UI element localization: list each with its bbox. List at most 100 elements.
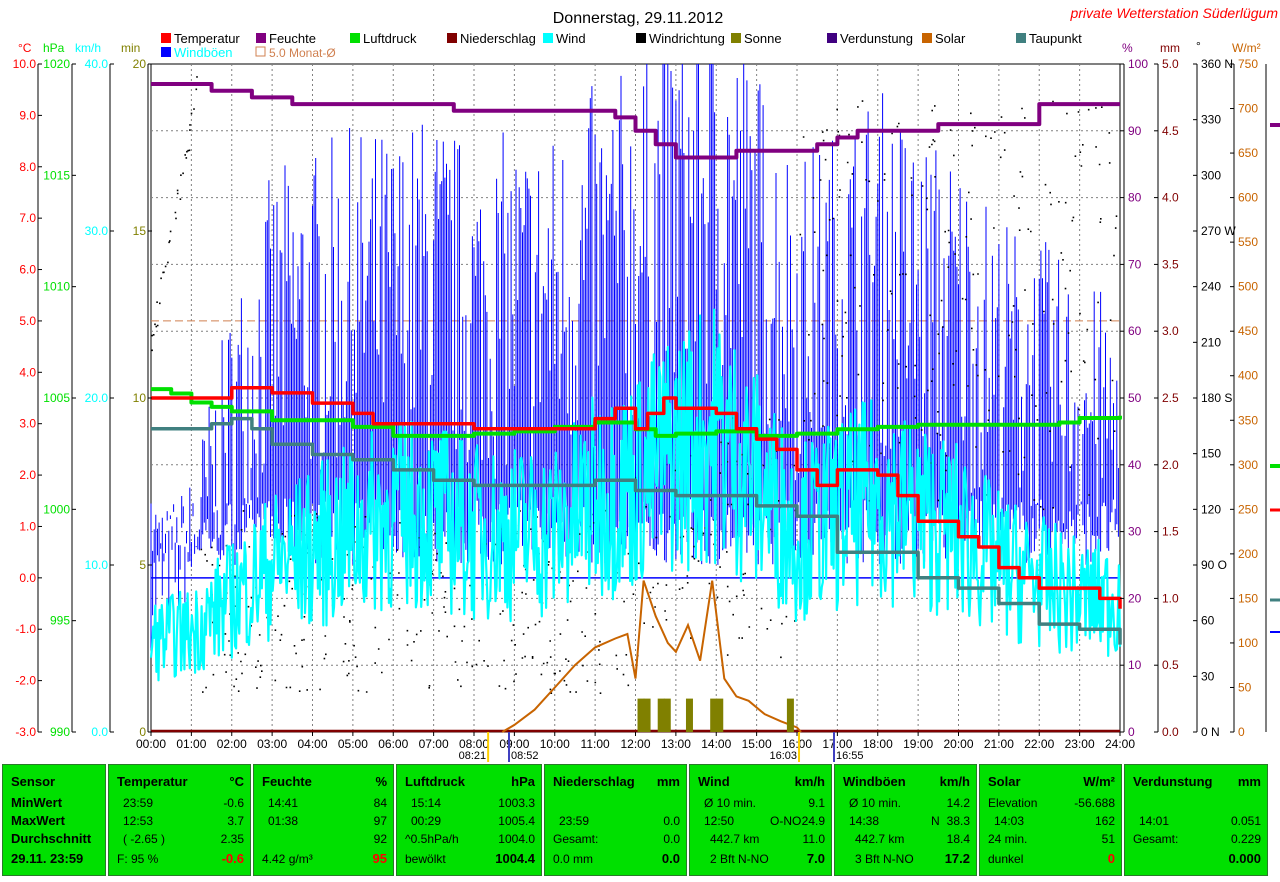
temperature-header: Temperatur (117, 774, 188, 789)
pressure-box: Luftdruck hPa 15:14 1003.3 00:29 1005.4 ^0.… (396, 764, 542, 876)
axis-temp-label-13: -3.0 (15, 725, 36, 739)
x-label-12: 12:00 (620, 737, 650, 751)
summary-panel: Sensor MinWert MaxWert Durchschnitt 29.1… (0, 762, 1280, 882)
precip-unit: mm (656, 774, 680, 789)
temperature-box: Temperatur °C 23:59 -0.6 12:53 3.7 ( -2.65 … (108, 764, 251, 876)
axis-humidity-label-8: 20 (1128, 591, 1142, 605)
axis-humidity-label-6: 40 (1128, 458, 1142, 472)
wind-header: Wind (698, 774, 730, 789)
axis-solar-label-0: 750 (1238, 57, 1258, 71)
x-label-5: 05:00 (338, 737, 368, 751)
hum-max-time: 01:38 (268, 814, 299, 828)
x-label-15: 15:00 (742, 737, 772, 751)
hum-current: 95 (372, 851, 387, 866)
axis-solar-label-3: 600 (1238, 191, 1258, 205)
legend-swatch-6 (731, 33, 741, 43)
sun-bar-2 (657, 698, 665, 732)
evap-max-time: 14:01 (1139, 814, 1170, 828)
unit-dir: ° (1196, 39, 1201, 53)
axis-temp-label-4: 6.0 (19, 263, 36, 277)
wind-avg10-label: Ø 10 min. (704, 796, 757, 810)
legend-label-2: Luftdruck (363, 31, 417, 46)
axis-units: °C hPa km/h min% mm ° W/m² (18, 39, 1261, 55)
unit-precip: mm (1160, 41, 1180, 55)
evaporation-box: Verdunstung mm 14:01 0.051 Gesamt: 0.229 0.… (1124, 764, 1268, 876)
legend-swatch-8 (922, 33, 932, 43)
solar-elevation-value: -56.688 (1074, 796, 1115, 810)
evap-total-value: 0.229 (1230, 832, 1261, 846)
axis-temp-label-3: 7.0 (19, 211, 36, 225)
axis-sun-label-4: 0 (139, 725, 146, 739)
solar-line (501, 580, 802, 733)
legend-swatch-gust (161, 47, 171, 57)
axis-dir-label-6: 180 S (1201, 391, 1232, 405)
gust-bars (150, 64, 1119, 650)
axis-humidity-label-2: 80 (1128, 191, 1142, 205)
axis-temp-label-7: 3.0 (19, 417, 36, 431)
solar-avg-value: 51 (1101, 832, 1115, 846)
axis-wind-label-1: 30.0 (85, 224, 109, 238)
sun-marker-label-3: 16:55 (836, 750, 864, 762)
legend-swatch-3 (447, 33, 457, 43)
legend-swatch-1 (256, 33, 266, 43)
wind-avg10-value: 9.1 (808, 796, 825, 810)
gust-avg-value: 18.4 (946, 832, 970, 846)
x-label-20: 20:00 (943, 737, 973, 751)
axis-dir-label-7: 150 (1201, 447, 1221, 461)
temp-max-time: 12:53 (123, 814, 154, 828)
x-label-23: 23:00 (1065, 737, 1095, 751)
precip-rate: 0.0 mm (553, 852, 594, 866)
row-current: 29.11. 23:59 (11, 851, 84, 866)
press-min-time: 15:14 (411, 796, 442, 810)
humidity-line (151, 82, 1120, 160)
sun-bar-7 (786, 698, 794, 732)
chart-title: Donnerstag, 29.11.2012 (553, 10, 724, 27)
legend-swatch-5 (636, 33, 646, 43)
solar-max-time: 14:03 (994, 814, 1025, 828)
unit-humidity: % (1122, 41, 1133, 55)
axis-humidity-label-5: 50 (1128, 391, 1142, 405)
row-avg: Durchschnitt (11, 831, 92, 846)
sensor-header: Sensor (11, 774, 56, 789)
sun-bar-4 (685, 698, 693, 732)
axis-temp-label-2: 8.0 (19, 160, 36, 174)
solar-box: Solar W/m² Elevation -56.688 14:03 162 24 m… (979, 764, 1122, 876)
precip-header: Niederschlag (553, 774, 635, 789)
wind-avg-value: 11.0 (802, 832, 825, 846)
hum-absolute: 4.42 g/m³ (262, 852, 313, 866)
legend-label-8: Solar (935, 31, 966, 46)
solar-sun-minutes: 24 min. (988, 832, 1028, 846)
axis-pressure-label-2: 1010 (43, 280, 70, 294)
wind-unit: km/h (794, 774, 825, 789)
axis-precip-label-0: 5.0 (1162, 57, 1179, 71)
axis-solar-label-1: 700 (1238, 102, 1258, 116)
right-edge-mini-plot (1265, 64, 1280, 732)
x-label-17: 17:00 (822, 737, 852, 751)
series-lines (149, 82, 1122, 733)
axis-humidity-label-1: 90 (1128, 124, 1142, 138)
axis-dir-label-4: 240 (1201, 280, 1221, 294)
gust-current: 17.2 (944, 851, 970, 866)
axis-wind-label-2: 20.0 (85, 391, 109, 405)
legend-swatch-9 (1016, 33, 1026, 43)
gust-path (150, 64, 1119, 650)
axis-solar-label-6: 450 (1238, 324, 1258, 338)
axis-solar-label-11: 200 (1238, 547, 1258, 561)
axis-solar-label-5: 500 (1238, 280, 1258, 294)
axis-solar-label-15: 0 (1238, 725, 1245, 739)
solar-state: dunkel (988, 852, 1024, 866)
legend-swatch-4 (543, 33, 553, 43)
axis-temp-label-9: 1.0 (19, 519, 36, 533)
gust-max-dir: N (931, 814, 940, 828)
wind-beaufort: 2 Bft N-NO (710, 852, 769, 866)
axis-temp-label-10: 0.0 (19, 571, 36, 585)
axis-humidity-label-3: 70 (1128, 257, 1142, 271)
evap-unit: mm (1237, 774, 1261, 789)
axis-pressure-label-1: 1015 (43, 168, 70, 182)
wind-max-value: 24.9 (801, 814, 825, 828)
temp-min-value: -0.6 (223, 796, 244, 810)
humidity-box: Feuchte% 14:41 84 01:38 97 92 4.42 g/m³ 95 (253, 764, 394, 876)
x-label-3: 03:00 (257, 737, 287, 751)
gust-max-value: 38.3 (946, 814, 970, 828)
legend-label-1: Feuchte (269, 31, 316, 46)
